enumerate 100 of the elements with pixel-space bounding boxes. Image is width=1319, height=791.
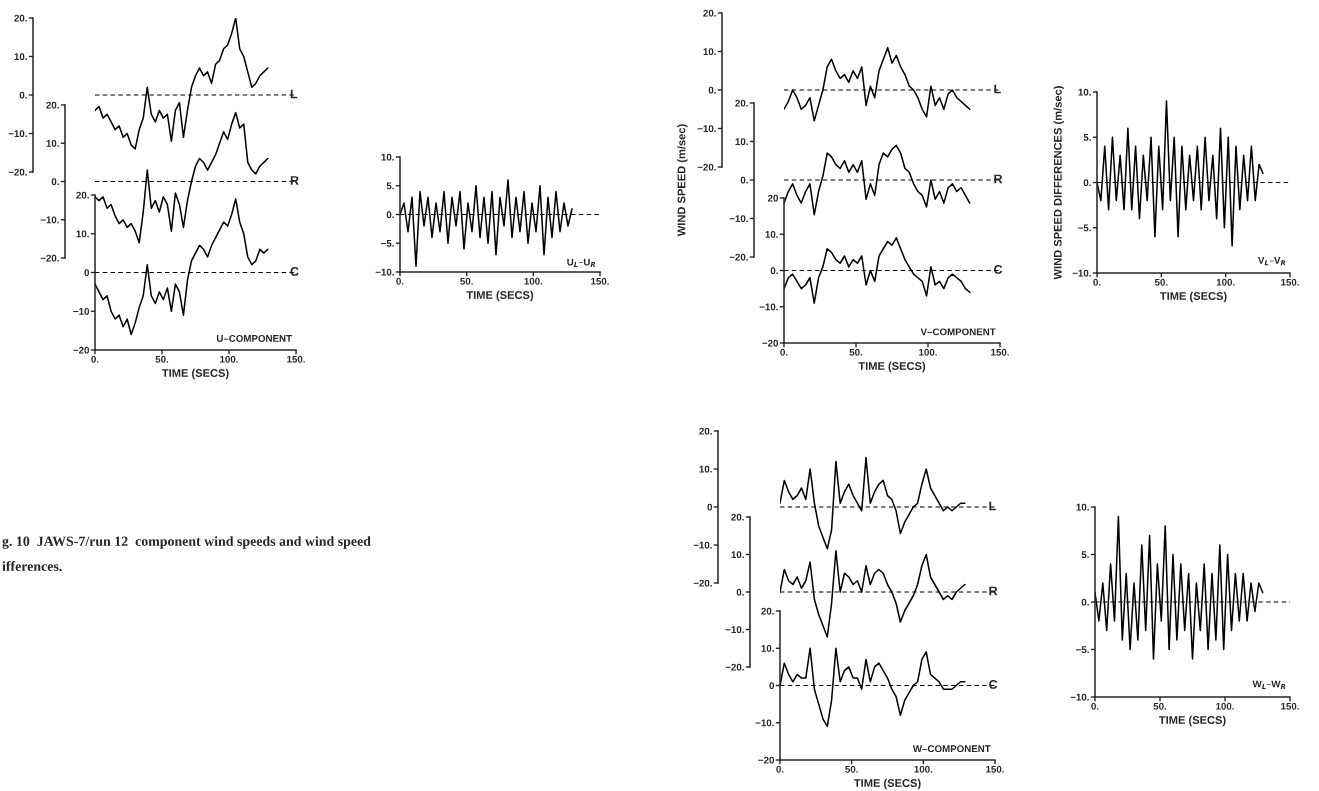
y-tick-label: 0. xyxy=(1083,179,1091,187)
x-axis-title: TIME (SECS) xyxy=(1158,715,1226,727)
x-axis-title: TIME (SECS) xyxy=(853,778,921,790)
x-tick-label: 0. xyxy=(91,355,99,363)
y-tick-label: 10. xyxy=(731,551,744,559)
y-tick-label: −20. xyxy=(697,163,716,171)
y-tick-label: −10 xyxy=(73,307,90,315)
y-tick-label: 20. xyxy=(761,607,774,615)
annotation: V–COMPONENT xyxy=(920,328,996,336)
y-tick-label: −5. xyxy=(1078,224,1091,232)
x-tick-label: 0. xyxy=(1093,278,1101,286)
x-tick-label: 150. xyxy=(991,348,1009,356)
y-tick-label: −20 xyxy=(758,756,775,764)
y-axis-title: WIND SPEED DIFFERENCES (m/sec) xyxy=(1053,86,1064,280)
y-tick-label: −5. xyxy=(1076,646,1089,654)
y-tick-label: 0. xyxy=(740,176,748,184)
x-tick-label: 100. xyxy=(220,355,238,363)
y-tick-label: 20. xyxy=(735,99,748,107)
x-tick-label: 100. xyxy=(919,348,937,356)
y-tick-label: 0. xyxy=(386,211,394,219)
y-tick-label: −10. xyxy=(40,216,59,224)
y-tick-label: 20. xyxy=(703,9,716,17)
y-tick-label: 0. xyxy=(51,178,59,186)
y-tick-label: 20. xyxy=(46,101,59,109)
y-tick-label: −20. xyxy=(8,168,27,176)
ref-line-label: C xyxy=(989,680,998,689)
x-axis-title: TIME (SECS) xyxy=(466,290,534,302)
y-tick-label: 10. xyxy=(761,644,774,652)
y-tick-label: −10. xyxy=(755,719,774,727)
y-tick-label: −5. xyxy=(381,240,394,247)
ref-line-label: L xyxy=(994,84,1001,94)
y-tick-label: −20. xyxy=(725,663,744,671)
x-tick-label: 0. xyxy=(1091,702,1099,710)
y-tick-label: 0. xyxy=(19,91,27,99)
y-tick-label: −20. xyxy=(40,254,59,262)
y-tick-label: −10. xyxy=(725,626,744,634)
y-tick-label: −10. xyxy=(759,303,778,311)
y-tick-label: −20. xyxy=(729,253,748,261)
y-tick-label: −20. xyxy=(693,579,712,587)
annotation: W–COMPONENT xyxy=(912,745,991,753)
x-tick-label: 50. xyxy=(1153,702,1167,710)
y-tick-label: 10. xyxy=(381,153,394,161)
x-axis-title: TIME (SECS) xyxy=(858,361,926,373)
y-tick-label: 10. xyxy=(699,465,712,473)
y-tick-label: 10. xyxy=(46,139,59,147)
text: g. 10 JAWS-7/run 12 component wind speeds and wind speed xyxy=(2,536,371,549)
x-tick-label: 50. xyxy=(849,348,863,356)
y-tick-label: 0 xyxy=(707,503,713,511)
x-tick-label: 50. xyxy=(845,765,858,773)
x-tick-label: 50. xyxy=(460,277,473,285)
y-tick-label: 0 xyxy=(769,682,775,690)
y-tick-label: 10. xyxy=(735,138,748,146)
x-tick-label: 100. xyxy=(524,277,543,285)
x-tick-label: 0. xyxy=(396,277,404,285)
x-tick-label: 50. xyxy=(1154,278,1168,286)
x-tick-label: 100. xyxy=(914,765,933,773)
x-tick-label: 100. xyxy=(1216,278,1235,286)
y-tick-label: −10. xyxy=(697,125,716,133)
y-tick-label: 5. xyxy=(386,182,394,190)
ref-line-label: C xyxy=(994,265,1003,274)
x-tick-label: 150. xyxy=(591,277,609,285)
x-tick-label: 150. xyxy=(986,765,1004,773)
y-tick-label: 10. xyxy=(1076,503,1089,511)
annotation: U–COMPONENT xyxy=(216,334,292,342)
ref-line-label: R xyxy=(994,174,1003,184)
y-tick-label: 20 xyxy=(767,194,779,202)
x-axis-title: TIME (SECS) xyxy=(1159,291,1227,303)
ref-line-label: L xyxy=(290,89,298,99)
ref-line-label: C xyxy=(290,267,299,276)
y-tick-label: −10. xyxy=(1070,693,1089,701)
y-tick-label: 10. xyxy=(765,230,778,238)
y-tick-label: 10. xyxy=(76,230,89,238)
y-tick-label: 20. xyxy=(14,14,27,22)
y-tick-label: 0. xyxy=(1081,598,1089,606)
y-tick-label: −10. xyxy=(729,215,748,223)
ref-line-label: R xyxy=(989,586,998,596)
ref-line-label: L xyxy=(989,501,996,511)
x-tick-label: 150. xyxy=(1281,278,1299,286)
x-tick-label: 0. xyxy=(780,348,788,356)
text: ifferences. xyxy=(2,561,62,572)
y-tick-label: 10. xyxy=(703,48,716,56)
y-tick-label: −20 xyxy=(762,339,779,347)
y-tick-label: −10. xyxy=(375,268,394,276)
y-tick-label: −10. xyxy=(693,541,712,549)
y-tick-label: 20. xyxy=(76,191,89,199)
x-tick-label: 150. xyxy=(287,355,305,363)
x-tick-label: 50. xyxy=(155,355,169,363)
y-tick-label: 0. xyxy=(708,86,716,94)
y-tick-label: 10. xyxy=(1078,88,1091,96)
x-axis-title: TIME (SECS) xyxy=(161,368,229,380)
y-tick-label: 20. xyxy=(699,427,712,435)
ref-line-label: R xyxy=(290,176,299,185)
annotation: W$_{L}$–W$_{R}$ xyxy=(1252,680,1286,689)
y-axis-title: WIND SPEED (m/sec) xyxy=(677,124,688,237)
x-tick-label: 100. xyxy=(1216,702,1234,710)
y-tick-label: −20 xyxy=(73,346,90,354)
y-tick-label: 5. xyxy=(1083,134,1091,141)
x-tick-label: 0. xyxy=(776,765,784,773)
y-tick-label: 0 xyxy=(84,269,90,277)
annotation: V$_{L}$–V$_{R}$ xyxy=(1258,257,1286,266)
